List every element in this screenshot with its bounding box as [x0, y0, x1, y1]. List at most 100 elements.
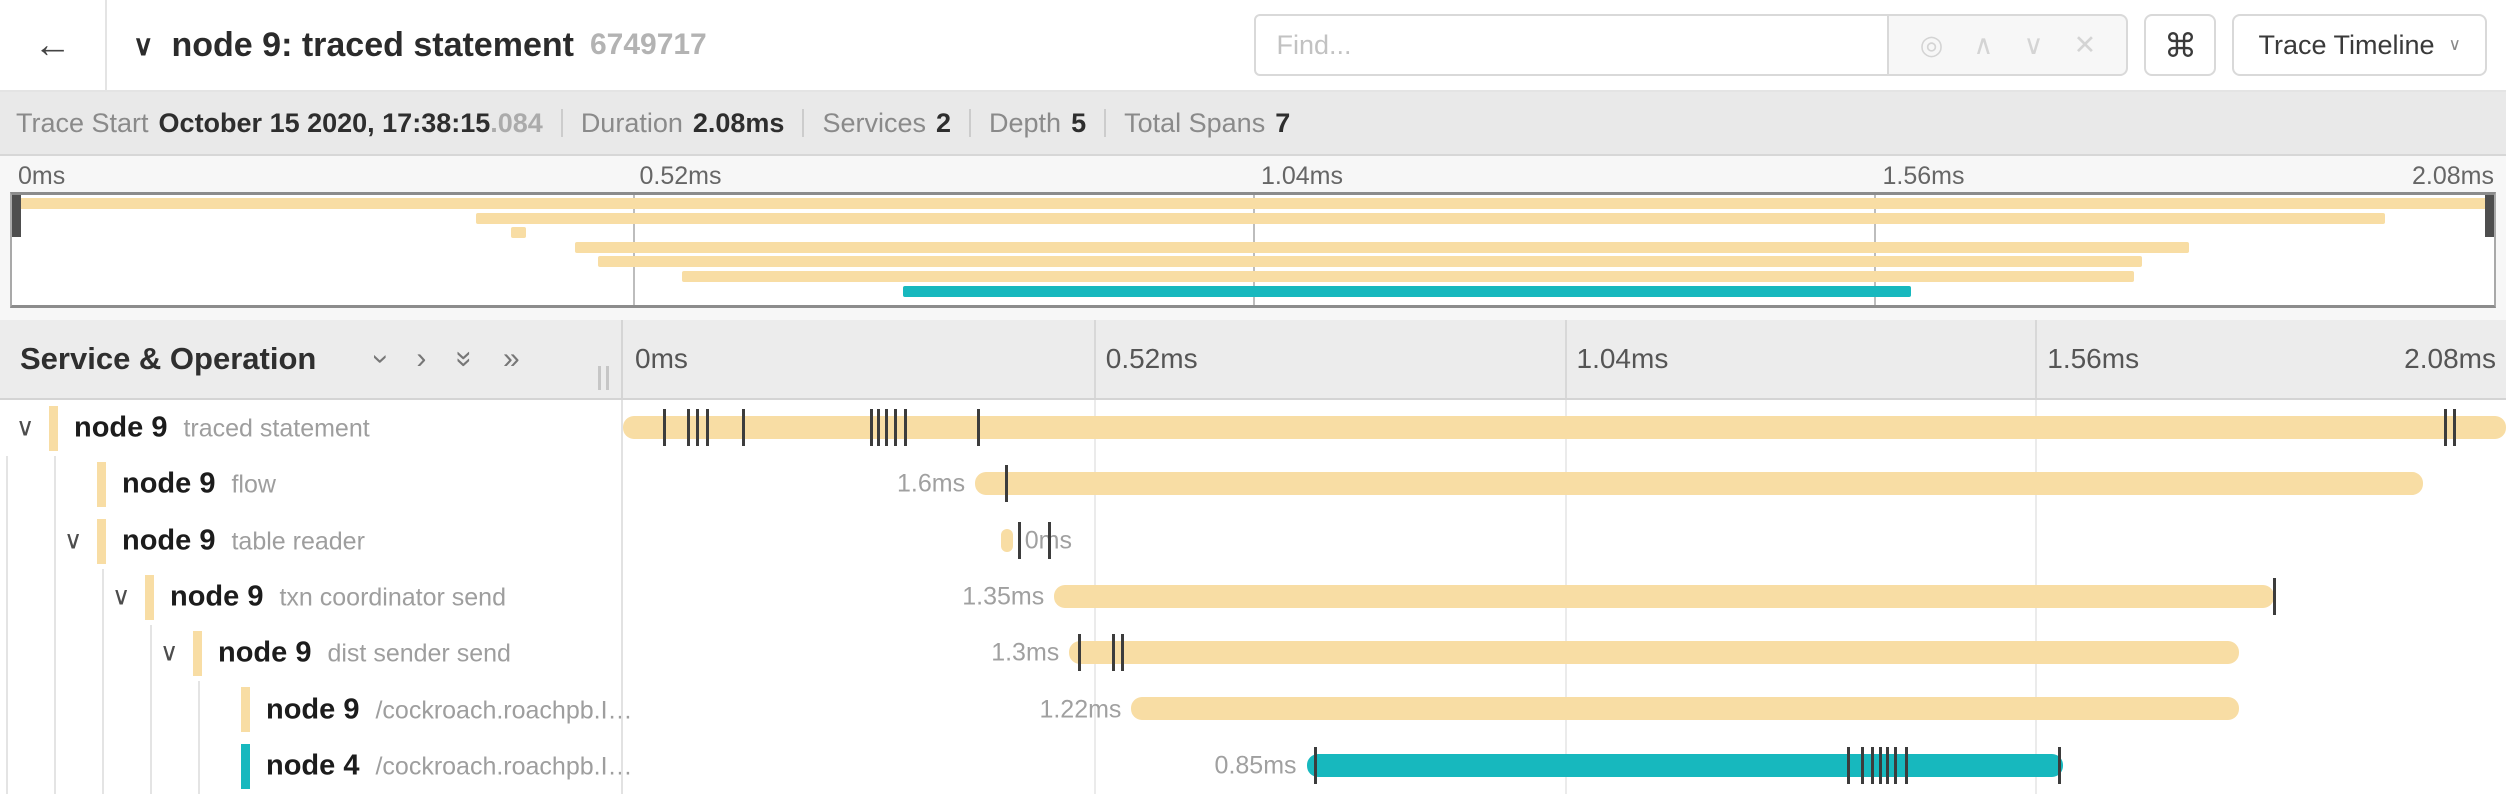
span-row: node 9/cockroach.roachpb.I… 1.22ms [0, 681, 2506, 738]
log-marker-tick[interactable] [2057, 746, 2061, 784]
chevron-down-icon: ∨ [2448, 35, 2461, 54]
expand-one-icon[interactable]: › [416, 342, 427, 375]
indent-guide [6, 737, 8, 794]
find-suffix: ◎ ∧ ∨ ✕ [1889, 14, 2129, 76]
log-marker-tick[interactable] [1121, 634, 1125, 672]
summary-separator [969, 109, 972, 137]
span-name-cell[interactable]: node 9/cockroach.roachpb.I… [0, 681, 633, 738]
indent-guide [54, 456, 56, 513]
minimap-span-bar [597, 256, 2142, 268]
collapse-one-icon[interactable]: › [365, 354, 399, 364]
span-bar-cell[interactable]: 0.85ms [623, 738, 2506, 794]
log-marker-tick[interactable] [1005, 465, 1009, 503]
span-bar[interactable] [1054, 584, 2275, 608]
span-bar-cell[interactable]: 1.35ms [623, 569, 2506, 625]
log-marker-tick[interactable] [687, 409, 691, 446]
log-marker-tick[interactable] [2453, 409, 2457, 446]
log-marker-tick[interactable] [877, 409, 881, 446]
span-name-cell[interactable]: node 9 flow [0, 456, 621, 513]
span-name-cell[interactable]: ∨ node 9 dist sender send [0, 625, 621, 682]
span-bar-cell[interactable]: 0ms [623, 513, 2506, 569]
column-divider[interactable] [621, 320, 623, 398]
log-marker-tick[interactable] [741, 409, 745, 446]
minimap-tick-label: 1.04ms [1261, 162, 1343, 190]
span-bar-cell[interactable] [623, 400, 2506, 456]
span-name-cell[interactable]: ∨ node 9 table reader [0, 512, 621, 569]
minimap-tick-label: 0.52ms [639, 162, 722, 190]
span-tree-chevron-icon[interactable]: ∨ [64, 526, 83, 555]
prev-result-icon[interactable]: ∧ [1973, 29, 1994, 60]
expand-all-icon[interactable]: » [503, 342, 520, 375]
timeline-header-row: Service & Operation › › » » 0ms 0.52ms 1.04ms… [0, 320, 2506, 400]
span-bar-cell[interactable]: 1.22ms [623, 681, 2506, 737]
title-collapse-chevron-icon[interactable]: ∨ [133, 29, 154, 61]
log-marker-tick[interactable] [1018, 521, 1022, 559]
log-marker-tick[interactable] [1894, 746, 1898, 784]
span-bar[interactable] [1069, 641, 2239, 665]
span-name-text: node 9 flow [122, 468, 276, 501]
timeline-tick-label: 0.52ms [1105, 343, 1198, 374]
span-bar-cell[interactable]: 1.6ms [623, 456, 2506, 512]
span-bar-cell[interactable]: 1.3ms [623, 625, 2506, 681]
log-marker-tick[interactable] [894, 409, 898, 446]
indent-guide [150, 681, 152, 738]
log-marker-tick[interactable] [869, 409, 873, 446]
span-name-cell[interactable]: node 4/cockroach.roachpb.I… [0, 737, 633, 794]
keyboard-shortcuts-button[interactable]: ⌘ [2144, 14, 2217, 76]
span-tree-chevron-icon[interactable]: ∨ [16, 413, 35, 442]
log-marker-tick[interactable] [1077, 634, 1081, 672]
log-marker-tick[interactable] [2443, 409, 2447, 446]
span-bar[interactable] [975, 472, 2424, 496]
log-marker-tick[interactable] [696, 409, 700, 446]
collapse-all-icon[interactable]: » [448, 350, 482, 368]
log-marker-tick[interactable] [1314, 746, 1318, 784]
minimap-left-scrubber-handle[interactable] [12, 195, 21, 237]
indent-guide [54, 512, 56, 569]
log-marker-tick[interactable] [705, 409, 709, 446]
summary-label: Total Spans [1124, 107, 1266, 138]
log-marker-tick[interactable] [1871, 746, 1875, 784]
span-tree-chevron-icon[interactable]: ∨ [112, 582, 131, 611]
log-marker-tick[interactable] [903, 409, 907, 446]
log-marker-tick[interactable] [1878, 746, 1882, 784]
minimap-axis: 0ms 0.52ms 1.04ms 1.56ms 2.08ms [10, 160, 2496, 192]
minimap-right-scrubber-handle[interactable] [2485, 195, 2494, 237]
back-button[interactable]: ← [0, 0, 107, 90]
span-name-cell[interactable]: ∨ node 9 traced statement [0, 400, 621, 456]
log-marker-tick[interactable] [662, 409, 666, 446]
span-row: ∨ node 9 txn coordinator send 1.35ms [0, 568, 2506, 626]
log-marker-tick[interactable] [2273, 577, 2277, 615]
trace-view-dropdown[interactable]: Trace Timeline ∨ [2232, 14, 2487, 76]
minimap-tick-label: 2.08ms [2412, 162, 2494, 190]
indent-guide [198, 681, 200, 738]
log-marker-tick[interactable] [1047, 521, 1051, 559]
indent-guide [6, 456, 8, 513]
indent-guide [6, 512, 8, 569]
log-marker-tick[interactable] [977, 409, 980, 446]
span-operation-name: traced statement [183, 414, 370, 443]
span-service-name: node 4 [266, 749, 360, 782]
log-marker-tick[interactable] [1905, 746, 1909, 784]
minimap-canvas[interactable] [10, 192, 2496, 308]
summary-separator [1104, 109, 1107, 137]
span-name-cell[interactable]: ∨ node 9 txn coordinator send [0, 568, 621, 626]
span-service-name: node 9 [122, 524, 216, 557]
span-color-chip [241, 743, 250, 789]
log-marker-tick[interactable] [1111, 634, 1115, 672]
clear-search-icon[interactable]: ✕ [2073, 29, 2097, 60]
span-bar[interactable] [1131, 697, 2239, 721]
log-marker-tick[interactable] [1846, 746, 1850, 784]
span-bar[interactable] [1001, 528, 1013, 552]
log-marker-tick[interactable] [1886, 746, 1890, 784]
span-bar[interactable] [1306, 753, 2064, 777]
summary-separator [802, 109, 805, 137]
column-resize-grip[interactable] [598, 366, 609, 390]
span-bar[interactable] [623, 416, 2506, 439]
log-marker-tick[interactable] [884, 409, 888, 446]
next-result-icon[interactable]: ∨ [2023, 29, 2044, 60]
log-marker-tick[interactable] [1861, 746, 1865, 784]
trace-title-wrap: ∨ node 9: traced statement 6749717 [107, 0, 707, 90]
span-tree-chevron-icon[interactable]: ∨ [160, 638, 179, 667]
find-input[interactable] [1254, 14, 1890, 76]
locate-icon[interactable]: ◎ [1919, 29, 1944, 60]
